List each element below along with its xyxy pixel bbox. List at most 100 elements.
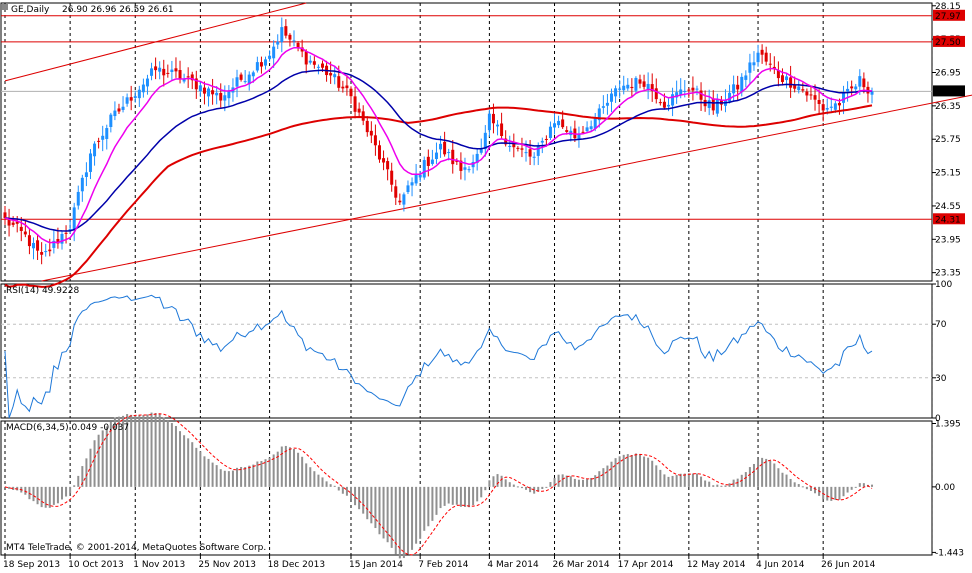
macd-bar	[402, 486, 405, 559]
x-tick-label: 18 Sep 2013	[3, 560, 60, 570]
macd-bar	[520, 486, 523, 489]
macd-bar	[146, 414, 149, 487]
candle-body	[748, 62, 752, 73]
x-tick-label: 25 Nov 2013	[198, 560, 256, 570]
macd-bar	[313, 471, 316, 487]
candle-body	[671, 94, 675, 106]
macd-bar	[105, 426, 108, 487]
macd-bar	[594, 475, 597, 487]
candle-body	[223, 95, 227, 101]
candle-body	[630, 86, 634, 89]
macd-bar	[679, 473, 682, 487]
level-label-2: 24.31	[935, 215, 961, 225]
current-price-label: 26.61	[935, 87, 961, 97]
level-tag-2	[933, 213, 965, 225]
candle-body	[174, 68, 178, 72]
candle-body	[512, 142, 516, 148]
candle-body	[251, 72, 255, 77]
macd-bar	[142, 415, 145, 487]
candle-body	[19, 226, 23, 231]
candle-body	[516, 147, 520, 149]
candle-body	[426, 156, 430, 166]
macd-bar	[472, 486, 475, 506]
candle-body	[166, 72, 170, 74]
candle-body	[833, 103, 837, 110]
macd-bar	[695, 473, 698, 487]
candle-body	[113, 110, 117, 117]
macd-bar	[638, 454, 641, 487]
candle-body	[369, 130, 373, 136]
macd-bar	[264, 459, 267, 487]
trend-line-1	[41, 94, 972, 282]
macd-bar	[700, 476, 703, 487]
candle-body	[666, 104, 670, 107]
candle-body	[858, 76, 862, 87]
candle-body	[581, 131, 585, 133]
macd-bar	[822, 486, 825, 500]
macd-bar	[427, 486, 430, 527]
candle-body	[88, 153, 92, 172]
macd-bar	[809, 486, 812, 491]
candle-body	[520, 148, 524, 150]
candle-body	[158, 67, 162, 72]
macd-bar	[557, 474, 560, 487]
candle-body	[764, 52, 768, 62]
x-tick-label: 12 May 2014	[687, 560, 746, 570]
macd-bar	[484, 486, 487, 491]
macd-bar	[838, 486, 841, 500]
macd-bar	[590, 477, 593, 487]
candle-body	[496, 124, 500, 127]
ma-fast-line	[4, 46, 873, 244]
candle-body	[349, 88, 353, 97]
macd-bar	[419, 486, 422, 539]
macd-bar	[358, 486, 361, 510]
candle-body	[508, 145, 512, 147]
candle-body	[268, 55, 272, 59]
candle-body	[422, 160, 426, 178]
candle-body	[756, 52, 760, 63]
candle-body	[540, 140, 544, 143]
macd-bar	[370, 486, 373, 524]
candle-body	[801, 89, 805, 91]
macd-bar	[166, 420, 169, 487]
candle-body	[239, 74, 243, 80]
candle-body	[626, 84, 630, 89]
macd-bar	[329, 484, 332, 487]
candle-body	[255, 62, 259, 71]
candle-body	[272, 46, 276, 59]
candle-body	[695, 88, 699, 90]
x-tick-label: 10 Oct 2013	[68, 560, 124, 570]
candle-body	[178, 70, 182, 80]
macd-bar	[577, 479, 580, 487]
candle-body	[504, 138, 508, 145]
macd-bar	[610, 461, 613, 487]
candle-body	[544, 138, 548, 140]
macd-bar	[179, 431, 182, 487]
macd-bar	[321, 477, 324, 487]
candle-body	[500, 123, 504, 137]
candle-body	[679, 89, 683, 95]
candle-body	[129, 97, 133, 101]
macd-bar	[663, 474, 666, 487]
macd-bar	[288, 447, 291, 487]
panel-frame-3	[0, 420, 933, 556]
candle-body	[654, 88, 658, 100]
macd-bar	[435, 486, 438, 515]
macd-bar	[447, 486, 450, 504]
candle-body	[479, 149, 483, 153]
candles	[3, 17, 874, 265]
candle-body	[382, 158, 386, 163]
macd-bar	[394, 486, 397, 555]
macd-bar	[126, 414, 129, 487]
macd-tick-label: -1.443	[935, 548, 964, 558]
macd-bar	[533, 486, 536, 494]
macd-bar	[814, 486, 817, 494]
candle-body	[443, 141, 447, 155]
macd-bar	[244, 467, 247, 487]
candle-body	[52, 240, 56, 248]
macd-bar	[541, 486, 544, 490]
candle-body	[365, 120, 369, 133]
x-tick-label: 15 Jan 2014	[349, 560, 403, 570]
